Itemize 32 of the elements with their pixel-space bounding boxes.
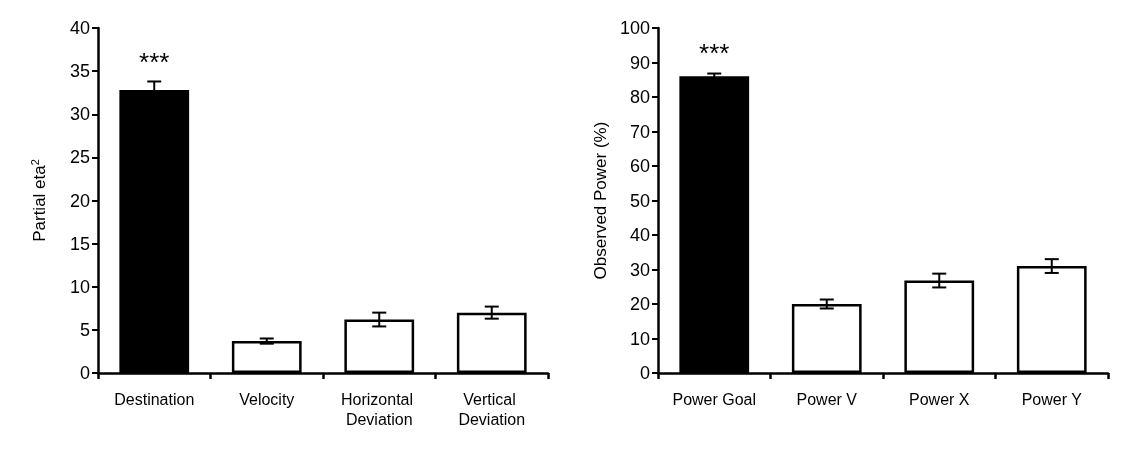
y-tick-label: 50 <box>629 190 650 211</box>
y-tick-label: 60 <box>629 156 650 176</box>
y-tick-label: 20 <box>629 294 650 314</box>
y-tick-label: 0 <box>79 363 90 383</box>
x-tick-label: Power X <box>909 390 970 408</box>
y-tick-label: 5 <box>79 319 90 340</box>
annotation: *** <box>139 46 170 77</box>
x-tick-label: Destination <box>114 390 195 408</box>
x-tick-label: Velocity <box>239 390 295 408</box>
y-tick-label: 30 <box>69 104 90 125</box>
y-tick-label: 40 <box>629 225 650 245</box>
y-tick-label: 80 <box>629 87 650 107</box>
x-tick-label: Power Y <box>1021 390 1083 408</box>
x-tick-label: Horizontal Deviation <box>341 390 418 428</box>
y-tick-label: 40 <box>69 18 90 38</box>
y-tick-label: 15 <box>69 233 90 254</box>
y-tick-label: 70 <box>629 121 650 142</box>
x-tick-label: Power V <box>796 390 858 408</box>
x-tick-label: Vertical Deviation <box>458 390 526 428</box>
y-axis-title: Observed Power (%) <box>591 121 611 280</box>
y-tick-label: 30 <box>629 259 650 280</box>
y-tick-label: 25 <box>69 147 90 168</box>
y-tick-label: 0 <box>639 363 650 383</box>
y-tick-label: 90 <box>629 52 650 73</box>
y-tick-label: 20 <box>69 190 90 211</box>
annotation: *** <box>699 38 730 69</box>
y-tick-label: 35 <box>69 61 90 82</box>
y-tick-label: 10 <box>629 328 650 349</box>
y-axis-title: Partial eta2 <box>28 159 49 242</box>
x-tick-label: Power Goal <box>672 390 757 408</box>
y-tick-label: 10 <box>69 276 90 297</box>
y-tick-label: 100 <box>619 18 650 38</box>
